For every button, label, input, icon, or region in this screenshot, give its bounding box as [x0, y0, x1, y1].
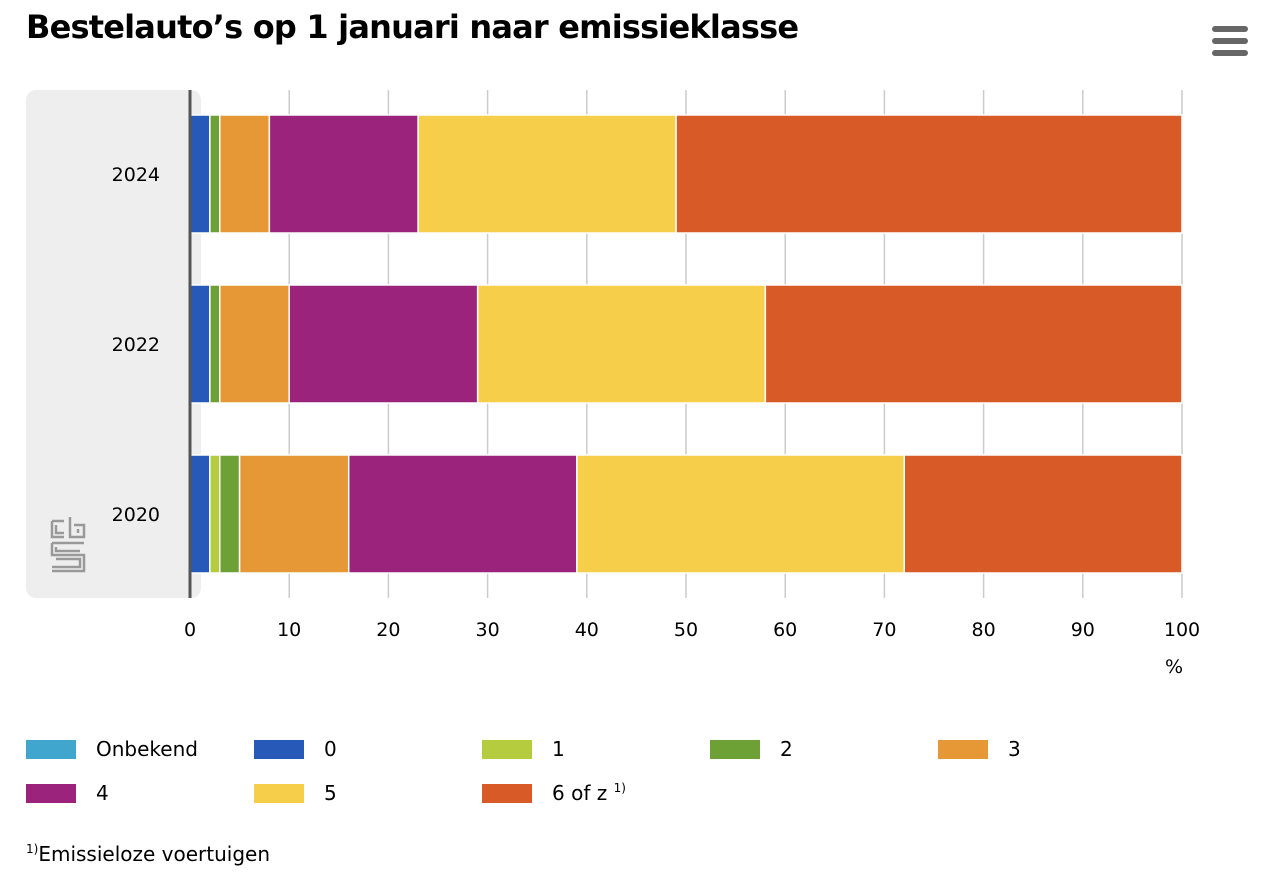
x-tick-label: 80 — [972, 619, 996, 641]
legend-swatch — [26, 783, 76, 803]
legend-label: 1 — [552, 737, 565, 761]
bar-segment-2020-5[interactable] — [576, 454, 905, 574]
legend-swatch — [710, 739, 760, 759]
legend-label: Onbekend — [96, 737, 198, 761]
legend-swatch — [26, 739, 76, 759]
bar-segment-2024-0[interactable] — [189, 114, 211, 234]
chart-title: Bestelauto’s op 1 januari naar emissiekl… — [26, 8, 799, 46]
bar-segment-2022-3[interactable] — [219, 284, 290, 404]
bar-segment-2022-6-of-z[interactable] — [764, 284, 1183, 404]
bar-segment-2020-2[interactable] — [219, 454, 241, 574]
x-tick-label: 50 — [674, 619, 698, 641]
legend-item[interactable]: 0 — [254, 735, 337, 763]
bar-segment-2022-5[interactable] — [476, 284, 767, 404]
legend-label-text: 3 — [1008, 737, 1021, 761]
footnote-marker: 1) — [26, 842, 39, 856]
legend-label-text: Onbekend — [96, 737, 198, 761]
legend-label: 0 — [324, 737, 337, 761]
x-tick-labels: 0 10 20 30 40 50 60 70 80 90 100 — [184, 619, 1200, 641]
legend-footnote-marker: 1) — [613, 781, 626, 795]
legend-swatch — [482, 739, 532, 759]
legend-swatch — [254, 739, 304, 759]
legend-label-text: 2 — [780, 737, 793, 761]
legend-swatch — [254, 783, 304, 803]
legend-label-text: 0 — [324, 737, 337, 761]
bar-segment-2020-3[interactable] — [238, 454, 350, 574]
category-axis-panel — [26, 90, 201, 598]
legend-label: 5 — [324, 781, 337, 805]
category-label: 2020 — [112, 504, 160, 526]
x-axis-unit-label: % — [1165, 656, 1183, 678]
legend-swatch — [938, 739, 988, 759]
x-tick-label: 100 — [1164, 619, 1200, 641]
x-tick-label: 0 — [184, 619, 196, 641]
legend-item[interactable]: 6 of z 1) — [482, 779, 626, 807]
bar-segment-2024-6-of-z[interactable] — [675, 114, 1183, 234]
legend-label: 4 — [96, 781, 109, 805]
cbs-logo-icon — [50, 517, 86, 573]
legend-label: 2 — [780, 737, 793, 761]
category-labels: 2024 2022 2020 — [112, 164, 160, 526]
legend-label-text: 5 — [324, 781, 337, 805]
x-tick-label: 70 — [872, 619, 896, 641]
bar-segment-2024-5[interactable] — [417, 114, 677, 234]
bar-segment-2022-2[interactable] — [209, 284, 221, 404]
hamburger-menu-icon[interactable] — [1212, 26, 1248, 56]
x-tick-label: 10 — [277, 619, 301, 641]
category-label: 2024 — [112, 164, 160, 186]
bar-segment-2022-0[interactable] — [189, 284, 211, 404]
bar-segment-2024-2[interactable] — [209, 114, 221, 234]
x-tick-label: 90 — [1071, 619, 1095, 641]
bar-segment-2020-0[interactable] — [189, 454, 211, 574]
category-label: 2022 — [112, 334, 160, 356]
legend-item[interactable]: Onbekend — [26, 735, 198, 763]
x-tick-label: 60 — [773, 619, 797, 641]
stacked-bar-chart: 2024 2022 2020 0 10 20 30 40 50 60 70 80 90 100 % — [26, 90, 1200, 678]
x-tick-label: 30 — [476, 619, 500, 641]
x-tick-label: 20 — [376, 619, 400, 641]
footnote-text: Emissieloze voertuigen — [38, 842, 271, 866]
legend-label-text: 6 of z — [552, 781, 608, 805]
bar-segment-2024-3[interactable] — [219, 114, 271, 234]
legend-item[interactable]: 4 — [26, 779, 109, 807]
bar-segment-2020-1[interactable] — [209, 454, 221, 574]
legend-label-text: 4 — [96, 781, 109, 805]
legend-label: 3 — [1008, 737, 1021, 761]
legend-swatch — [482, 783, 532, 803]
legend-label-text: 1 — [552, 737, 565, 761]
bar-segment-2020-6-of-z[interactable] — [903, 454, 1183, 574]
footnote: 1)Emissieloze voertuigen — [26, 842, 270, 866]
legend-item[interactable]: 2 — [710, 735, 793, 763]
legend-label: 6 of z 1) — [552, 781, 626, 805]
bar-series — [189, 114, 1183, 574]
x-tick-label: 40 — [575, 619, 599, 641]
bar-segment-2020-4[interactable] — [347, 454, 578, 574]
legend-item[interactable]: 5 — [254, 779, 337, 807]
bar-segment-2024-4[interactable] — [268, 114, 419, 234]
bar-segment-2022-4[interactable] — [288, 284, 479, 404]
legend-item[interactable]: 1 — [482, 735, 565, 763]
legend-item[interactable]: 3 — [938, 735, 1021, 763]
